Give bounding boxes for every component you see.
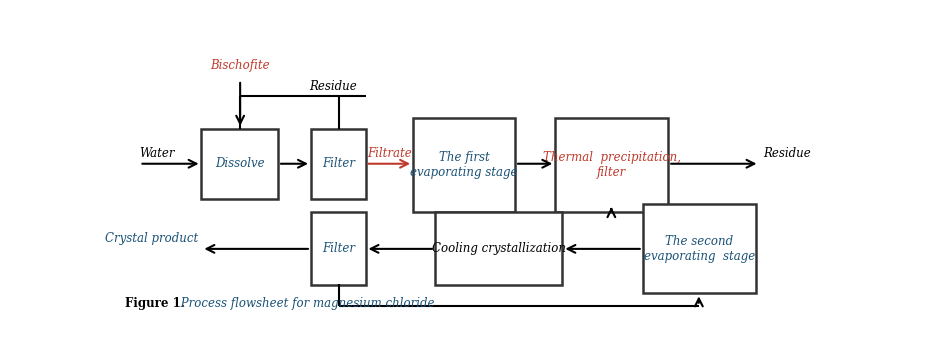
Text: Bischofite: Bischofite	[211, 59, 270, 72]
Text: Filter: Filter	[322, 243, 355, 256]
Text: Filtrate: Filtrate	[367, 147, 412, 160]
Text: Residue: Residue	[763, 147, 811, 160]
Text: Residue: Residue	[309, 80, 357, 93]
FancyBboxPatch shape	[201, 128, 279, 199]
Text: The first
evaporating stage: The first evaporating stage	[410, 151, 518, 179]
FancyBboxPatch shape	[435, 212, 563, 285]
Text: The second
evaporating  stage: The second evaporating stage	[644, 235, 755, 263]
Text: Figure 1.: Figure 1.	[125, 297, 184, 310]
Text: Water: Water	[139, 147, 175, 160]
Text: Crystal product: Crystal product	[104, 232, 198, 245]
Text: Process flowsheet for magnesium chloride: Process flowsheet for magnesium chloride	[178, 297, 435, 310]
Text: Thermal  precipitation,
filter: Thermal precipitation, filter	[543, 151, 680, 179]
Text: Cooling crystallization: Cooling crystallization	[432, 243, 566, 256]
Text: Dissolve: Dissolve	[215, 157, 264, 170]
FancyBboxPatch shape	[311, 128, 365, 199]
FancyBboxPatch shape	[413, 118, 515, 212]
Text: Filter: Filter	[322, 157, 355, 170]
FancyBboxPatch shape	[311, 212, 365, 285]
FancyBboxPatch shape	[643, 204, 756, 293]
FancyBboxPatch shape	[555, 118, 668, 212]
